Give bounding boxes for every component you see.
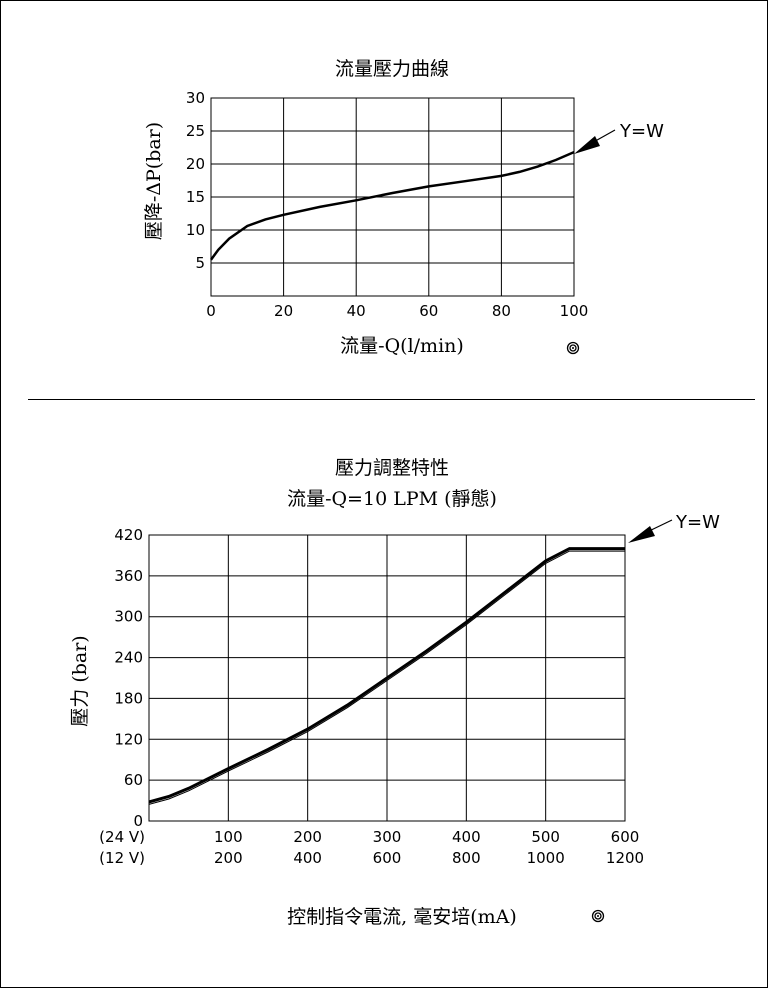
section-divider bbox=[28, 399, 755, 400]
chart1-y-tick-label: 30 bbox=[186, 89, 205, 107]
chart1-y-tick-label: 25 bbox=[186, 122, 205, 140]
chart1-x-tick-label: 0 bbox=[206, 302, 216, 320]
chart1-x-tick-label: 80 bbox=[492, 302, 511, 320]
chart1-y-ticks: 5 10 15 20 25 30 bbox=[186, 89, 205, 272]
chart1-x-axis-label: 流量-Q(l/min) bbox=[340, 335, 464, 357]
chart1-x-tick-label: 100 bbox=[560, 302, 589, 320]
flow-pressure-chart: 流量壓力曲線 5 10 15 20 25 30 0 20 40 60 80 100 壓降-ΔP(ba… bbox=[143, 58, 664, 357]
chart1-title: 流量壓力曲線 bbox=[335, 58, 449, 80]
chart1-target-icon bbox=[566, 341, 580, 355]
chart1-annotation-label: Y=W bbox=[619, 121, 664, 142]
chart1-y-tick-label: 10 bbox=[186, 221, 205, 239]
chart1-x-tick-label: 60 bbox=[419, 302, 438, 320]
chart1-x-ticks: 0 20 40 60 80 100 bbox=[206, 302, 588, 320]
chart1-series-line bbox=[209, 150, 575, 261]
chart1-y-tick-label: 20 bbox=[186, 155, 205, 173]
chart1-x-tick-label: 20 bbox=[274, 302, 293, 320]
chart1-y-tick-label: 5 bbox=[195, 254, 205, 272]
chart1-annotation-arrow bbox=[574, 129, 616, 154]
chart1-x-tick-label: 40 bbox=[347, 302, 366, 320]
chart1-y-tick-label: 15 bbox=[186, 188, 205, 206]
chart1-y-axis-label: 壓降-ΔP(bar) bbox=[143, 122, 165, 240]
chart1-grid bbox=[210, 97, 575, 297]
